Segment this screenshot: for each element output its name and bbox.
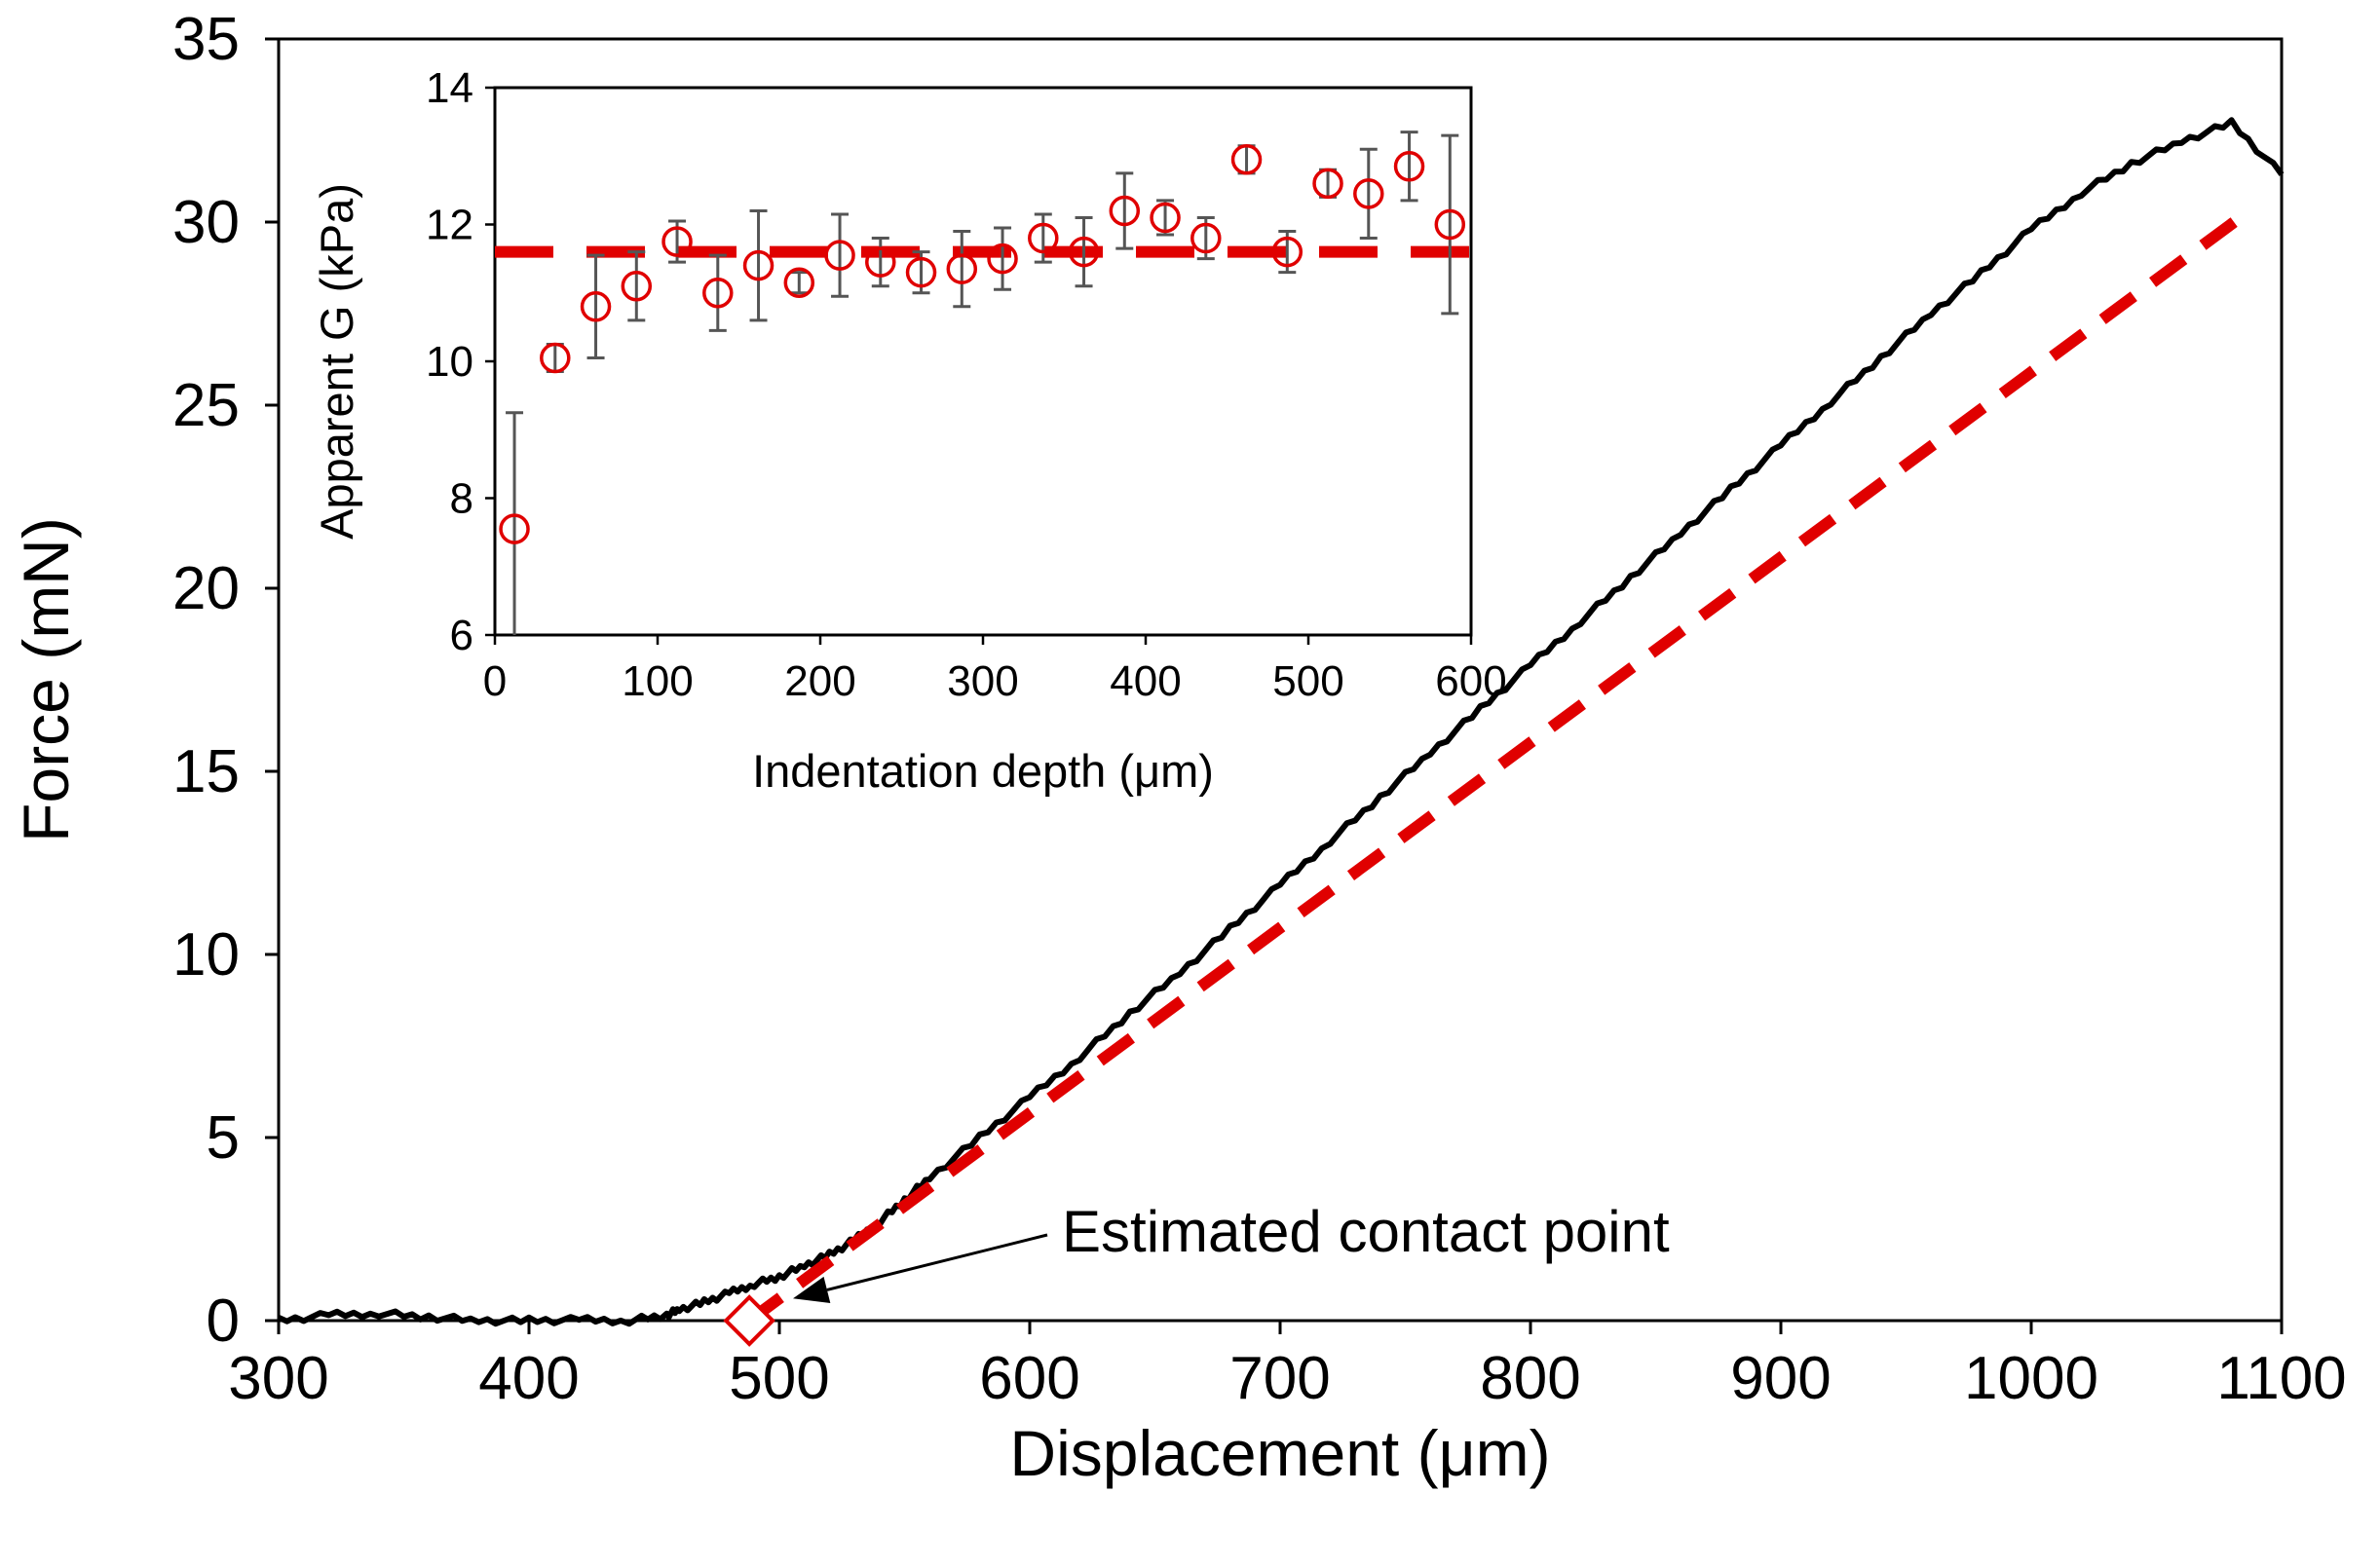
main-y-tick-label: 0 <box>207 1288 240 1355</box>
data-point <box>824 240 855 271</box>
inset-x-tick-label: 200 <box>784 657 855 705</box>
main-x-tick-label: 400 <box>478 1345 579 1412</box>
main-x-tick-label: 500 <box>729 1345 829 1412</box>
inset-y-ticks: 6 8 10 12 14 <box>426 64 495 659</box>
main-y-tick-label: 35 <box>172 6 240 73</box>
inset-x-tick-label: 0 <box>483 657 507 705</box>
data-point <box>1028 222 1059 254</box>
data-point <box>621 270 653 302</box>
data-point <box>1190 222 1222 254</box>
inset-x-tick-label: 400 <box>1110 657 1181 705</box>
main-x-tick-label: 900 <box>1730 1345 1831 1412</box>
main-x-ticks: 300 400 500 600 700 800 900 1000 1100 <box>228 1321 2347 1412</box>
inset-x-tick-label: 500 <box>1272 657 1343 705</box>
data-point <box>1068 236 1100 268</box>
inset-x-axis-title: Indentation depth (μm) <box>752 745 1214 797</box>
data-point <box>742 249 774 281</box>
inset-x-tick-label: 300 <box>947 657 1018 705</box>
main-y-tick-label: 10 <box>172 921 240 989</box>
data-point <box>499 513 530 544</box>
data-point <box>865 246 896 278</box>
contact-point-annotation: Estimated contact point <box>793 1199 1670 1304</box>
main-y-tick-label: 15 <box>172 738 240 805</box>
inset-plot: 0 100 200 300 400 500 600 6 8 10 12 14 Indentation… <box>311 64 1507 797</box>
inset-y-tick-label: 8 <box>450 475 473 523</box>
main-x-tick-label: 700 <box>1229 1345 1330 1412</box>
data-point <box>1230 144 1263 175</box>
data-point <box>580 291 612 322</box>
annotation-text: Estimated contact point <box>1062 1199 1670 1264</box>
main-x-tick-label: 1000 <box>1964 1345 2098 1412</box>
data-point <box>905 256 937 288</box>
data-point <box>702 278 734 309</box>
data-point <box>783 267 815 298</box>
main-x-tick-label: 1100 <box>2216 1345 2346 1412</box>
measured-force-line <box>277 117 2285 1327</box>
annotation-arrow-line <box>826 1233 1048 1291</box>
main-y-tick-label: 20 <box>172 555 240 622</box>
data-point <box>1271 236 1303 268</box>
annotation-arrow-head <box>793 1276 831 1304</box>
contact-point-marker <box>723 1294 775 1347</box>
data-point <box>1434 208 1466 241</box>
data-point <box>540 342 571 374</box>
data-point <box>661 226 693 257</box>
main-y-tick-label: 30 <box>172 189 240 256</box>
main-x-tick-label: 600 <box>979 1345 1079 1412</box>
data-point <box>987 243 1018 275</box>
main-y-ticks: 0 5 10 15 20 25 30 35 <box>172 6 279 1355</box>
inset-y-tick-label: 14 <box>426 64 473 112</box>
inset-y-axis-title: Apparent G (kPa) <box>311 183 362 540</box>
data-point <box>1150 202 1181 234</box>
inset-x-tick-label: 100 <box>622 657 693 705</box>
main-y-tick-label: 25 <box>172 372 240 439</box>
inset-x-ticks: 0 100 200 300 400 500 600 <box>483 635 1507 705</box>
main-x-axis-title: Displacement (μm) <box>1009 1417 1550 1489</box>
data-point <box>946 253 978 284</box>
data-point <box>1353 178 1384 209</box>
main-x-tick-label: 800 <box>1480 1345 1580 1412</box>
data-point <box>1109 195 1141 227</box>
inset-background <box>495 88 1471 635</box>
main-series-group <box>277 117 2285 1347</box>
inset-y-tick-label: 12 <box>426 202 473 249</box>
main-y-tick-label: 5 <box>207 1104 240 1172</box>
main-x-tick-label: 300 <box>228 1345 328 1412</box>
inset-x-tick-label: 600 <box>1435 657 1506 705</box>
data-point <box>1312 168 1343 200</box>
main-y-axis-title: Force (mN) <box>10 517 82 842</box>
inset-y-tick-label: 10 <box>426 338 473 386</box>
main-plot: 300 400 500 600 700 800 900 1000 1100 0510152025… <box>10 6 2347 1489</box>
inset-y-tick-label: 6 <box>450 612 473 659</box>
inset-series-group <box>495 131 1471 635</box>
data-point <box>1393 151 1425 182</box>
